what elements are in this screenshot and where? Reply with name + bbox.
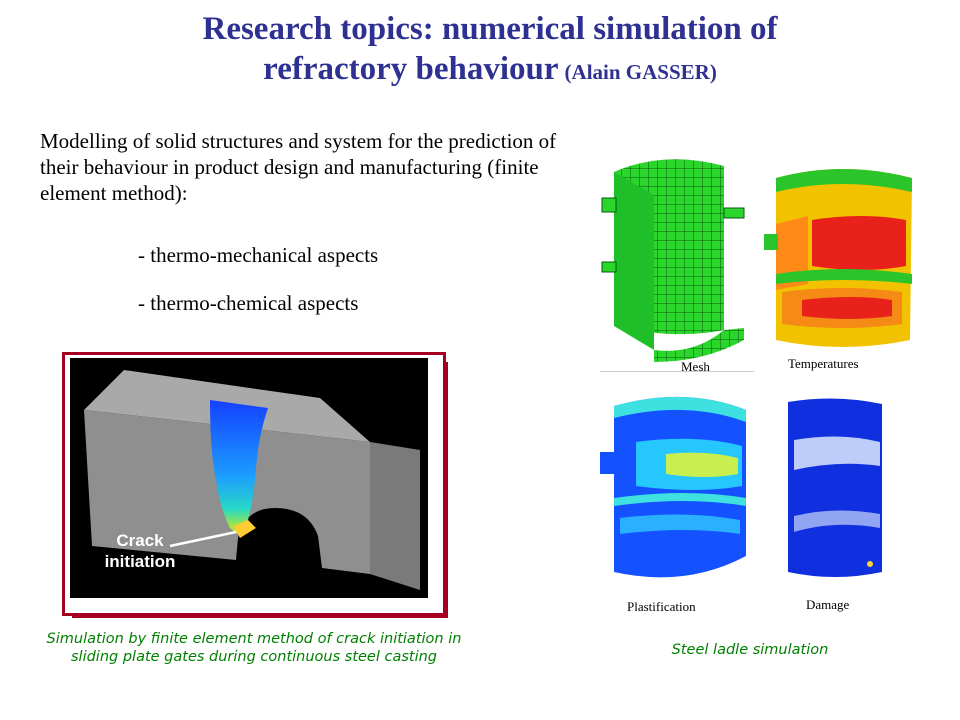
sliding-plate-illustration <box>70 358 428 598</box>
simulation-caption: Simulation by finite element method of c… <box>46 631 462 665</box>
plastification-label: Plastification <box>627 599 696 614</box>
intro-paragraph: Modelling of solid structures and system… <box>40 129 557 205</box>
damage-label: Damage <box>806 597 850 612</box>
crack-label-line-2: initiation <box>104 552 176 571</box>
title-author: (Alain GASSER) <box>564 59 717 84</box>
temperatures-label: Temperatures <box>788 356 859 371</box>
ladle-caption: Steel ladle simulation <box>671 642 829 658</box>
mesh-figure <box>594 150 754 373</box>
title-line-1: Research topics: numerical simulation of <box>202 11 778 47</box>
slide-title: Research topics: numerical simulation of… <box>0 10 960 89</box>
temperatures-figure <box>762 164 920 354</box>
title-line-2: refractory behaviour <box>263 50 559 87</box>
plastification-figure <box>596 388 756 588</box>
mesh-label: Mesh <box>681 359 710 374</box>
bullet-thermo-mechanical: - thermo-mechanical aspects <box>138 243 379 267</box>
crack-simulation-image <box>70 358 428 598</box>
bullet-thermo-chemical: - thermo-chemical aspects <box>138 291 359 315</box>
crack-label-line-1: Crack <box>116 531 164 550</box>
damage-figure <box>780 396 890 582</box>
crack-initiation-label: Crack initiation <box>80 530 200 572</box>
